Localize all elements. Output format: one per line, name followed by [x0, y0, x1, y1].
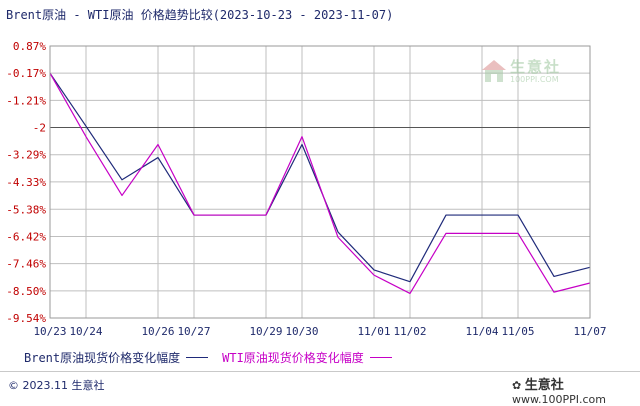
series-line-wti: [49, 72, 591, 295]
copyright: © 2023.11 生意社: [8, 379, 105, 392]
footer-divider: [0, 371, 640, 372]
watermark-logo: 生意社 100PPI.COM: [480, 54, 590, 94]
x-tick-label: 11/07: [573, 325, 606, 338]
watermark-subtext: 100PPI.COM: [510, 75, 559, 84]
x-tick-label: 11/01: [357, 325, 390, 338]
y-tick-label: -4.33%: [6, 176, 46, 189]
y-tick-label: -7.46%: [6, 258, 46, 271]
y-tick-labels: 0.87% -0.17% -1.21% -2 -3.29% -4.33% -5.38% -6.…: [6, 40, 46, 325]
chart-title: Brent原油 - WTI原油 价格趋势比较(2023-10-23 - 2023…: [6, 8, 394, 22]
x-tick-label: 11/04: [465, 325, 498, 338]
x-tick-label: 10/30: [285, 325, 318, 338]
x-tick-labels: 10/23 10/24 10/26 10/27 10/29 10/30 11/01 11/02…: [33, 325, 606, 338]
y-tick-label: -8.50%: [6, 285, 46, 298]
y-tick-label: 0.87%: [13, 40, 46, 53]
credit: ✿ 生意社 www.100PPI.com: [512, 374, 606, 406]
plot-frame: [49, 45, 591, 319]
legend-swatch-brent: [186, 357, 209, 358]
y-tick-label: -1.21%: [6, 94, 46, 107]
x-tick-label: 10/24: [69, 325, 102, 338]
y-tick-label: -3.29%: [6, 149, 46, 162]
watermark-text: 生意社: [510, 58, 562, 76]
credit-brand: 生意社: [524, 378, 564, 393]
series-layer: [49, 72, 591, 295]
wechat-icon: ✿: [512, 379, 522, 392]
y-tick-label: -0.17%: [6, 67, 46, 80]
y-tick-label: -2: [33, 122, 46, 135]
house-logo-icon: [482, 60, 506, 82]
x-tick-label: 10/27: [177, 325, 210, 338]
legend-swatch-wti: [369, 357, 392, 358]
x-tick-label: 10/26: [141, 325, 174, 338]
y-tick-label: -6.42%: [6, 230, 46, 243]
legend: Brent原油现货价格变化幅度 WTI原油现货价格变化幅度: [24, 349, 406, 366]
x-tick-label: 11/02: [393, 325, 426, 338]
x-tick-label: 10/23: [33, 325, 66, 338]
series-line-brent: [49, 72, 591, 283]
y-tick-label: -5.38%: [6, 203, 46, 216]
x-tick-label: 10/29: [249, 325, 282, 338]
legend-label-brent: Brent原油现货价格变化幅度: [24, 351, 181, 365]
legend-label-wti: WTI原油现货价格变化幅度: [222, 351, 364, 365]
y-tick-label: -9.54%: [6, 312, 46, 325]
x-tick-label: 11/05: [501, 325, 534, 338]
